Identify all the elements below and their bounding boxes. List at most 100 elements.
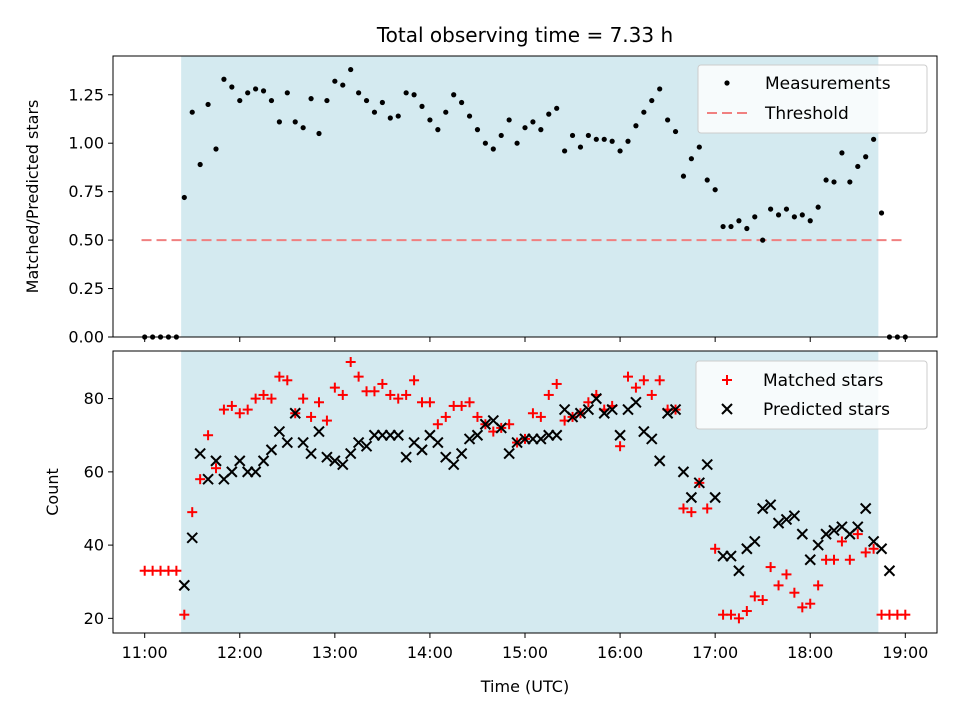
bottom-y-tick-label: 80 [84,389,104,408]
matched-star-point [630,382,641,393]
predicted-star-point [749,535,761,548]
matched-star-point [226,400,237,411]
predicted-star-point [796,528,809,540]
predicted-star-point [630,396,642,408]
measurement-point [237,97,243,104]
matched-star-point [171,565,182,576]
predicted-star-point [788,510,801,522]
measurement-point [617,148,623,154]
predicted-star-point [392,429,404,441]
predicted-star-point [535,433,547,445]
legend-predicted-label: Predicted stars [763,400,890,420]
predicted-star-point [202,473,214,485]
measurement-point [316,130,322,137]
predicted-star-point [234,455,246,467]
predicted-star-point [820,528,832,540]
matched-star-point [187,507,198,518]
measurement-point [506,117,512,123]
matched-star-point [797,602,808,613]
predicted-star-point [646,433,658,445]
matched-star-point [860,547,871,558]
matched-star-point [409,375,420,386]
bottom-y-tick-label: 60 [84,462,104,481]
matched-star-point [615,441,626,452]
bottom-y-axis-label: Count [43,468,62,516]
matched-star-point [813,580,824,591]
predicted-star-point [812,539,824,551]
x-tick-label: 18:00 [787,643,833,662]
predicted-star-point [471,429,484,441]
measurement-point [688,156,694,162]
predicted-star-point [574,407,587,419]
matched-star-point [464,397,475,408]
measurement-point [775,212,782,218]
measurement-point [625,138,631,144]
predicted-star-point [653,455,666,467]
matched-star-point [385,389,396,400]
predicted-star-point [685,491,698,504]
measurement-point [522,125,528,131]
measurement-point [569,132,576,139]
measurement-point [356,90,362,96]
matched-star-point [868,543,879,554]
measurement-point [720,223,726,230]
matched-star-point [757,595,768,606]
matched-star-point [298,393,309,404]
measurement-point [609,138,615,144]
measurement-point [783,206,790,212]
predicted-star-point [432,436,444,449]
measurement-point [878,210,885,216]
predicted-star-point [337,458,349,471]
measurement-point [197,161,203,168]
top-y-tick-label: 1.25 [68,85,104,104]
top-y-axis-label: Matched/Predicted stars [23,100,42,294]
predicted-star-point [701,458,713,471]
measurement-point [696,144,702,150]
matched-star-point [678,503,689,514]
measurement-point [498,132,504,139]
x-tick-label: 16:00 [597,643,643,662]
matched-star-point [686,507,697,518]
matched-star-point [654,375,665,386]
measurement-point [601,136,607,142]
measurement-point [807,218,813,224]
chart-title: Total observing time = 7.33 h [376,23,673,47]
matched-star-point [623,371,633,382]
predicted-star-point [550,429,563,441]
x-axis-label: Time (UTC) [480,677,569,696]
bottom-legend: Matched stars Predicted stars [695,360,928,430]
measurement-point [395,113,401,119]
measurement-point [348,66,354,73]
measurement-point [308,96,314,102]
legend-measurements-label: Measurements [765,74,891,94]
predicted-star-point [503,447,515,460]
measurement-point [363,97,370,104]
measurement-point [300,125,306,131]
matched-star-point [218,404,229,415]
measurement-point [680,173,687,179]
predicted-star-point [764,499,777,511]
measurement-point [189,109,195,115]
measurement-point [284,90,290,96]
matched-star-point [543,389,554,400]
predicted-star-point [479,418,492,430]
measurement-point [466,113,473,119]
predicted-star-point [463,433,476,445]
predicted-star-point [186,532,198,544]
predicted-star-point [305,447,317,460]
measurement-point [760,237,766,243]
matched-star-point [258,389,269,400]
predicted-star-point [566,411,579,423]
predicted-star-point [590,392,603,405]
matched-star-point [306,411,317,422]
predicted-star-point [344,447,357,460]
predicted-star-point [297,436,309,449]
predicted-star-point [265,444,278,456]
matched-star-point [282,375,293,386]
measurement-point [340,82,346,88]
predicted-star-point [598,407,610,419]
predicted-star-point [210,455,222,467]
measurement-point [641,109,647,115]
predicted-star-point [178,579,191,592]
matched-star-point [440,411,451,422]
